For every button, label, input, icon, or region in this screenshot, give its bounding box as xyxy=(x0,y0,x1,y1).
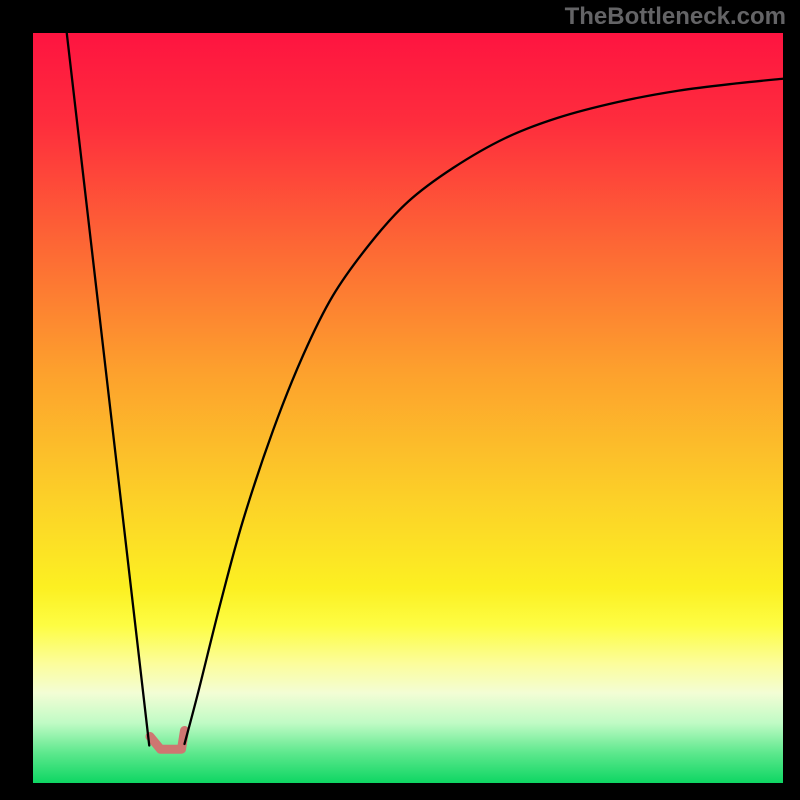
plot-area xyxy=(33,33,783,783)
chart-wrapper: TheBottleneck.com xyxy=(0,0,800,800)
watermark-text: TheBottleneck.com xyxy=(565,3,786,31)
valley-marker xyxy=(150,731,185,750)
curve-left-branch xyxy=(67,33,150,746)
curve-right-branch xyxy=(185,79,784,744)
chart-svg xyxy=(33,33,783,783)
